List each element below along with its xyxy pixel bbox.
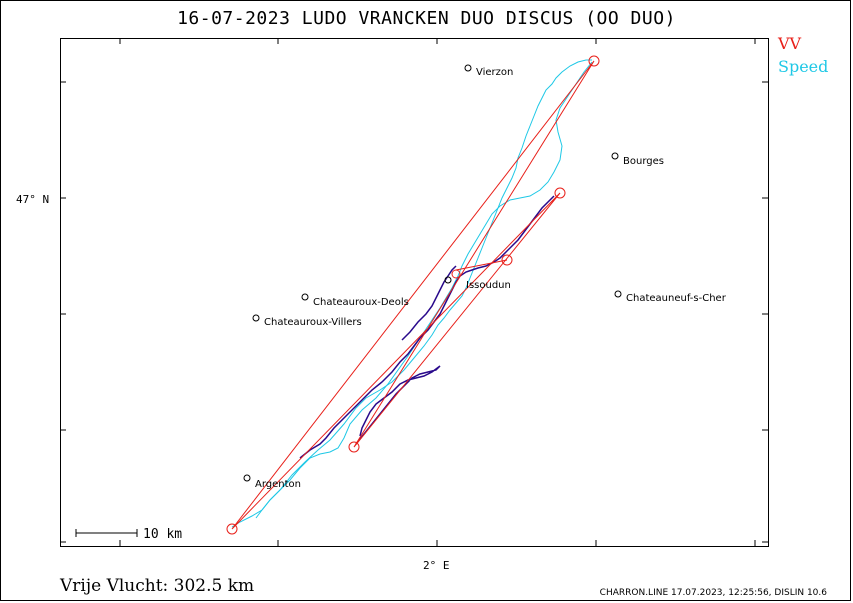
villers-marker [252,314,260,322]
place-label-issoudun: Issoudun [466,280,511,291]
climb-track-2 [355,365,441,445]
place-markers [243,64,622,482]
distance-label: Vrije Vlucht: 302.5 km [60,576,255,596]
task-legs [231,60,595,530]
bourges-marker [611,152,619,160]
axis-ticks [60,38,768,546]
place-labels: Vierzon Bourges Issoudun Chateauroux-Deo… [255,67,727,490]
task-legs-2 [455,259,508,271]
speed-track-return [255,61,593,519]
speed-track [231,59,592,528]
plot-area [60,38,769,547]
chateauneuf-marker [614,290,622,298]
argenton-marker [243,474,251,482]
climb-track [299,195,555,459]
place-label-chateauneuf: Chateauneuf-s-Cher [626,293,727,304]
turnpoint-start [226,523,238,535]
place-label-argenton: Argenton [255,479,301,490]
legend-speed: Speed [778,57,829,76]
turnpoint-5 [451,269,461,279]
flight-title: 16-07-2023 LUDO VRANCKEN DUO DISCUS (OO … [177,8,676,29]
lat-label: 47° N [16,193,49,206]
turnpoint-1 [588,55,600,67]
climb-track-3 [401,265,457,341]
vierzon-marker [464,64,472,72]
turnpoints [226,55,600,535]
place-label-vierzon: Vierzon [476,67,513,78]
turnpoint-3 [501,254,513,266]
scale-label: 10 km [143,527,182,542]
place-label-deols: Chateauroux-Deols [313,297,409,308]
issoudun-marker [444,276,452,284]
turnpoint-2 [554,187,566,199]
place-label-villers: Chateauroux-Villers [264,317,362,328]
lon-label: 2° E [423,559,450,572]
source-info: CHARRON.LINE 17.07.2023, 12:25:56, DISLI… [599,588,827,598]
place-label-bourges: Bourges [623,156,664,167]
turnpoint-4 [348,441,360,453]
scale-bar [75,529,138,537]
legend-vv: VV [778,34,802,53]
deols-marker [301,293,309,301]
